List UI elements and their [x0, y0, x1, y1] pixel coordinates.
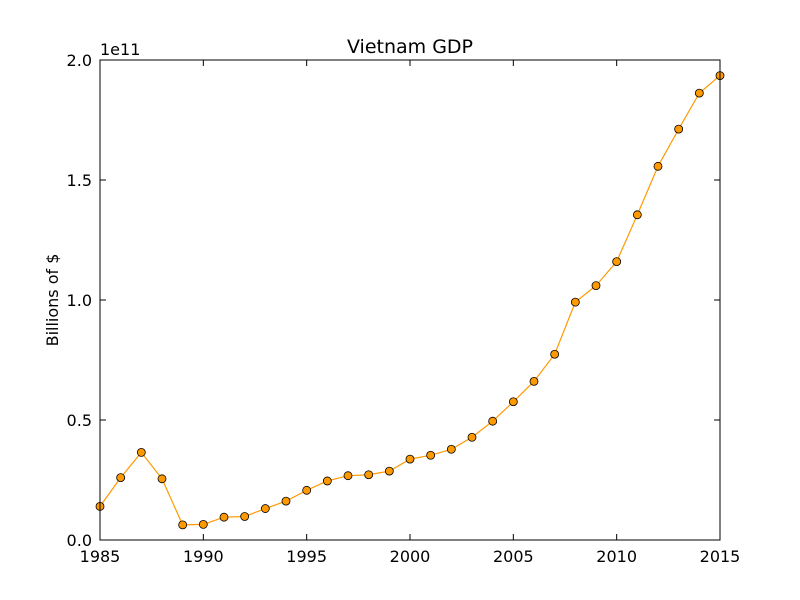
y-axis-label: Billions of $: [43, 254, 62, 347]
axis-ticks: 1985 1990 1995 2000 2005 2010 2015 0.0 0.5 1.0 1.5…: [67, 51, 741, 566]
data-point: [384, 466, 394, 476]
data-point: [343, 471, 353, 481]
data-point: [240, 512, 250, 521]
data-point: [405, 454, 415, 464]
data-point: [653, 161, 663, 171]
data-point: [694, 88, 704, 98]
data-point: [467, 432, 477, 442]
data-point: [508, 397, 518, 407]
data-point: [591, 281, 601, 291]
data-point: [632, 210, 642, 220]
x-tick-label: 2015: [700, 547, 741, 566]
y-tick-label: 1.0: [67, 291, 92, 310]
y-tick-label: 0.0: [67, 531, 92, 550]
data-point: [322, 476, 332, 486]
x-tick-label: 2000: [390, 547, 431, 566]
y-offset-text: 1e11: [100, 40, 140, 59]
data-point: [612, 257, 622, 267]
data-point: [550, 349, 560, 359]
data-point: [260, 504, 270, 513]
data-point: [364, 470, 374, 480]
data-point: [157, 474, 167, 484]
data-point: [302, 485, 312, 495]
data-point: [570, 297, 580, 307]
x-tick-label: 1995: [286, 547, 327, 566]
data-point: [198, 520, 208, 529]
x-tick-label: 1985: [80, 547, 121, 566]
series-layer: [95, 71, 725, 530]
data-point: [446, 444, 456, 454]
chart-title: Vietnam GDP: [347, 36, 473, 58]
data-point: [136, 447, 146, 457]
x-tick-label: 2010: [596, 547, 637, 566]
data-point: [674, 124, 684, 134]
y-tick-label: 0.5: [67, 411, 92, 430]
data-point: [529, 376, 539, 386]
y-tick-label: 1.5: [67, 171, 92, 190]
data-point: [178, 520, 188, 530]
data-point: [426, 450, 436, 460]
plot-frame: [99, 59, 721, 541]
y-tick-label: 2.0: [67, 51, 92, 70]
x-tick-label: 1990: [183, 547, 224, 566]
data-point: [219, 512, 229, 522]
data-point: [281, 496, 291, 506]
x-tick-label: 2005: [493, 547, 534, 566]
data-point: [488, 416, 498, 426]
data-point: [116, 473, 126, 483]
